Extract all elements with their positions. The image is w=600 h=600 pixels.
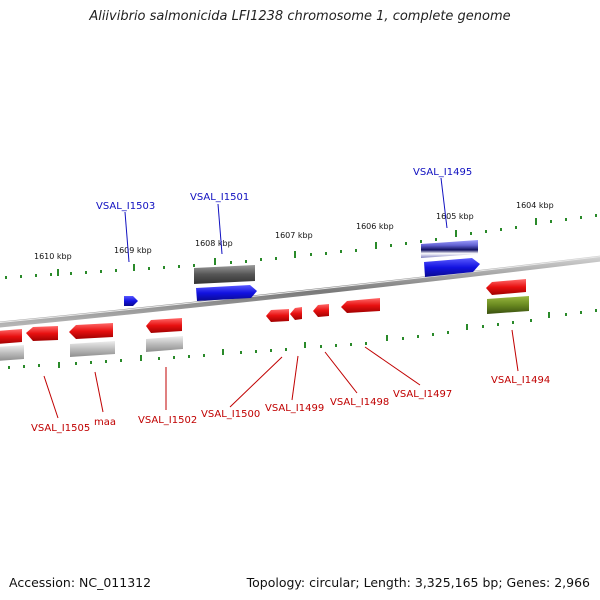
rna-feature-left[interactable] — [0, 345, 24, 361]
reverse-ruler — [8, 309, 597, 369]
gene-label[interactable]: VSAL_I1494 — [491, 375, 550, 386]
gene-label[interactable]: VSAL_I1501 — [190, 192, 249, 203]
ruler-label: 1608 kbp — [195, 239, 233, 248]
ruler-major-tick — [214, 258, 216, 265]
ruler-label: 1609 kbp — [114, 246, 152, 255]
ruler-label: 1604 kbp — [516, 201, 554, 210]
rna-feature-vsal-i1502[interactable] — [146, 336, 183, 352]
reverse-leader-lines — [43, 329, 519, 419]
ruler-label: 1607 kbp — [275, 231, 313, 240]
gene-vsal-i1497[interactable] — [341, 298, 380, 313]
gene-vsal-i1505-a[interactable] — [0, 329, 22, 344]
feature-vsal-i1494[interactable] — [487, 296, 529, 314]
gene-maa[interactable] — [69, 323, 113, 339]
gene-vsal-i1503[interactable] — [124, 296, 138, 306]
ruler-label: 1606 kbp — [356, 222, 394, 231]
gene-label[interactable]: VSAL_I1498 — [330, 397, 389, 408]
gene-label[interactable]: VSAL_I1500 — [201, 409, 260, 420]
rna-feature-vsal-i1495[interactable] — [421, 240, 478, 258]
gene-label[interactable]: maa — [94, 417, 116, 428]
forward-leader-lines — [124, 177, 448, 263]
gene-vsal-i1505[interactable] — [26, 326, 58, 341]
gene-vsal-i1499[interactable] — [290, 307, 302, 320]
ruler-major-tick — [375, 242, 377, 249]
ruler-major-tick — [57, 269, 59, 276]
gene-vsal-i1500[interactable] — [266, 309, 289, 322]
gene-label[interactable]: VSAL_I1503 — [96, 201, 155, 212]
gene-label[interactable]: VSAL_I1495 — [413, 167, 472, 178]
accession-text: Accession: NC_011312 — [9, 575, 152, 590]
gene-vsal-i1498[interactable] — [313, 304, 329, 317]
forward-ruler — [5, 214, 597, 279]
ruler-major-tick — [133, 264, 135, 271]
rna-feature-maa[interactable] — [70, 341, 115, 357]
gene-vsal-i1495[interactable] — [424, 258, 480, 277]
gene-label[interactable]: VSAL_I1497 — [393, 389, 452, 400]
gene-vsal-i1502[interactable] — [146, 318, 182, 333]
gene-vsal-i1494[interactable] — [486, 279, 526, 295]
rna-feature-vsal-i1501[interactable] — [194, 265, 255, 284]
genome-summary-text: Topology: circular; Length: 3,325,165 bp… — [246, 575, 590, 590]
gene-label[interactable]: VSAL_I1499 — [265, 403, 324, 414]
ruler-major-tick — [455, 230, 457, 237]
gene-vsal-i1501[interactable] — [196, 285, 257, 301]
ruler-major-tick — [535, 218, 537, 225]
ruler-major-tick — [294, 251, 296, 258]
chromosome-backbone-highlight — [0, 256, 600, 324]
gene-label[interactable]: VSAL_I1505 — [31, 423, 90, 434]
gene-label[interactable]: VSAL_I1502 — [138, 415, 197, 426]
map-title: Aliivibrio salmonicida LFI1238 chromosom… — [89, 9, 511, 24]
ruler-label: 1605 kbp — [436, 212, 474, 221]
ruler-label: 1610 kbp — [34, 252, 72, 261]
chromosome-backbone — [0, 255, 600, 328]
